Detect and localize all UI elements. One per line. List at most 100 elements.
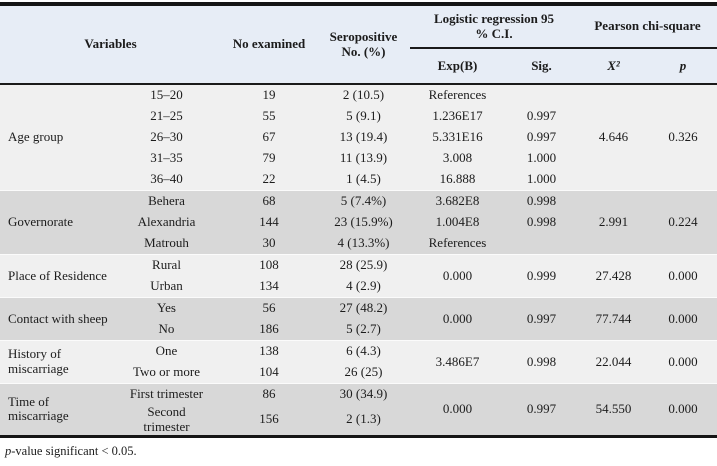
cell-seropositive: 5 (9.1) bbox=[317, 106, 410, 127]
cell-no-examined: 144 bbox=[221, 212, 317, 233]
cell-seropositive: 5 (7.4%) bbox=[317, 190, 410, 212]
cell-sig: 0.997 bbox=[505, 106, 578, 127]
footnote-p-symbol: p bbox=[5, 443, 12, 458]
cell-p-value: 0.000 bbox=[649, 340, 717, 384]
cell-exp-b: 3.486E7 bbox=[410, 340, 505, 384]
cell-seropositive: 13 (19.4) bbox=[317, 127, 410, 148]
cell-sig: 1.000 bbox=[505, 169, 578, 191]
table-row: Governorate Behera 68 5 (7.4%) 3.682E8 0… bbox=[0, 190, 717, 255]
table-row: Age group 15–20 19 2 (10.5) References 4… bbox=[0, 84, 717, 191]
header-sig: Sig. bbox=[505, 48, 578, 85]
variable-label: History of miscarriage bbox=[0, 340, 112, 384]
header-group-pearson-chi-square: Pearson chi-square bbox=[578, 4, 717, 49]
cell-sig: 0.998 bbox=[505, 212, 578, 233]
header-seropositive-line2: No. (%) bbox=[341, 43, 386, 59]
header-variables: Variables bbox=[0, 4, 221, 85]
table-row: Place of Residence Rural 108 28 (25.9) 0… bbox=[0, 254, 717, 298]
table-row: Urban 134 4 (2.9) bbox=[0, 276, 717, 298]
header-seropositive: Seropositive No. (%) bbox=[317, 4, 410, 85]
table-footnote: p-value significant < 0.05. bbox=[0, 444, 717, 459]
cell-seropositive: 6 (4.3) bbox=[317, 340, 410, 362]
cell-seropositive: 2 (10.5) bbox=[317, 84, 410, 106]
cell-chi-square: 27.428 bbox=[578, 254, 649, 298]
table-row: Two or more 104 26 (25) bbox=[0, 362, 717, 384]
cell-sig bbox=[505, 233, 578, 255]
table-row: 31–35 79 11 (13.9) 3.008 1.000 bbox=[0, 148, 717, 169]
table-row: Time of miscarriage First trimester 86 3… bbox=[0, 383, 717, 437]
cell-p-value: 0.224 bbox=[649, 190, 717, 255]
cell-exp-b: 0.000 bbox=[410, 383, 505, 437]
cell-no-examined: 186 bbox=[221, 319, 317, 341]
cell-p-value: 0.000 bbox=[649, 297, 717, 341]
cell-category: One bbox=[112, 340, 221, 362]
cell-no-examined: 68 bbox=[221, 190, 317, 212]
seroprevalence-statistics-table: Variables No examined Seropositive No. (… bbox=[0, 2, 717, 438]
cell-no-examined: 30 bbox=[221, 233, 317, 255]
footnote-text: -value significant < 0.05. bbox=[11, 443, 137, 458]
cell-exp-b: 5.331E16 bbox=[410, 127, 505, 148]
table-row: 21–25 55 5 (9.1) 1.236E17 0.997 bbox=[0, 106, 717, 127]
cell-sig: 0.997 bbox=[505, 127, 578, 148]
cell-category: Alexandria bbox=[112, 212, 221, 233]
cell-sig: 0.998 bbox=[505, 190, 578, 212]
cell-seropositive: 23 (15.9%) bbox=[317, 212, 410, 233]
cell-category: Two or more bbox=[112, 362, 221, 384]
cell-no-examined: 19 bbox=[221, 84, 317, 106]
header-seropositive-line1: Seropositive bbox=[329, 28, 398, 44]
cell-sig: 0.997 bbox=[505, 297, 578, 341]
cell-exp-b: 1.004E8 bbox=[410, 212, 505, 233]
header-logistic-line1: Logistic regression 95 bbox=[433, 10, 555, 26]
cell-category: First trimester bbox=[112, 383, 221, 405]
variable-label: Age group bbox=[0, 84, 112, 191]
header-exp-b: Exp(B) bbox=[410, 48, 505, 85]
cell-exp-b: 0.000 bbox=[410, 297, 505, 341]
cell-no-examined: 55 bbox=[221, 106, 317, 127]
variable-label: Governorate bbox=[0, 190, 112, 255]
cell-chi-square: 2.991 bbox=[578, 190, 649, 255]
cell-category: Yes bbox=[112, 297, 221, 319]
cell-category: 36–40 bbox=[112, 169, 221, 191]
cell-chi-square: 77.744 bbox=[578, 297, 649, 341]
table-header: Variables No examined Seropositive No. (… bbox=[0, 4, 717, 85]
cell-category: 21–25 bbox=[112, 106, 221, 127]
header-no-examined: No examined bbox=[221, 4, 317, 85]
table-body: Age group 15–20 19 2 (10.5) References 4… bbox=[0, 84, 717, 437]
table-row: Second trimester 156 2 (1.3) bbox=[0, 404, 717, 437]
cell-seropositive: 5 (2.7) bbox=[317, 319, 410, 341]
cell-sig: 1.000 bbox=[505, 148, 578, 169]
cell-seropositive: 4 (2.9) bbox=[317, 276, 410, 298]
cell-category: Behera bbox=[112, 190, 221, 212]
cell-category: 31–35 bbox=[112, 148, 221, 169]
cell-exp-b: 3.682E8 bbox=[410, 190, 505, 212]
cell-seropositive: 2 (1.3) bbox=[317, 405, 410, 437]
cell-p-value: 0.326 bbox=[649, 84, 717, 191]
table-row: History of miscarriage One 138 6 (4.3) 3… bbox=[0, 340, 717, 384]
cell-seropositive: 30 (34.9) bbox=[317, 383, 410, 405]
cell-seropositive: 26 (25) bbox=[317, 362, 410, 384]
header-p-value: p bbox=[649, 48, 717, 85]
cell-p-value: 0.000 bbox=[649, 383, 717, 437]
cell-chi-square: 4.646 bbox=[578, 84, 649, 191]
cell-no-examined: 134 bbox=[221, 276, 317, 298]
header-group-logistic-regression: Logistic regression 95 % C.I. bbox=[410, 4, 578, 49]
cell-no-examined: 79 bbox=[221, 148, 317, 169]
cell-p-value: 0.000 bbox=[649, 254, 717, 298]
table-row: No 186 5 (2.7) bbox=[0, 319, 717, 341]
variable-label: Time of miscarriage bbox=[0, 383, 112, 437]
header-logistic-line2: % C.I. bbox=[475, 25, 513, 41]
cell-sig bbox=[505, 84, 578, 106]
cell-category: Rural bbox=[112, 254, 221, 276]
cell-category: 26–30 bbox=[112, 127, 221, 148]
cell-exp-b: References bbox=[410, 84, 505, 106]
cell-seropositive: 4 (13.3%) bbox=[317, 233, 410, 255]
table-row: Contact with sheep Yes 56 27 (48.2) 0.00… bbox=[0, 297, 717, 341]
cell-category: Second trimester bbox=[112, 404, 221, 437]
cell-no-examined: 56 bbox=[221, 297, 317, 319]
cell-exp-b: 16.888 bbox=[410, 169, 505, 191]
table-row: 36–40 22 1 (4.5) 16.888 1.000 bbox=[0, 169, 717, 191]
cell-no-examined: 104 bbox=[221, 362, 317, 384]
header-chi-square: X² bbox=[578, 48, 649, 85]
cell-exp-b: 0.000 bbox=[410, 254, 505, 298]
cell-category-text: Second trimester bbox=[143, 404, 190, 434]
cell-exp-b: 3.008 bbox=[410, 148, 505, 169]
